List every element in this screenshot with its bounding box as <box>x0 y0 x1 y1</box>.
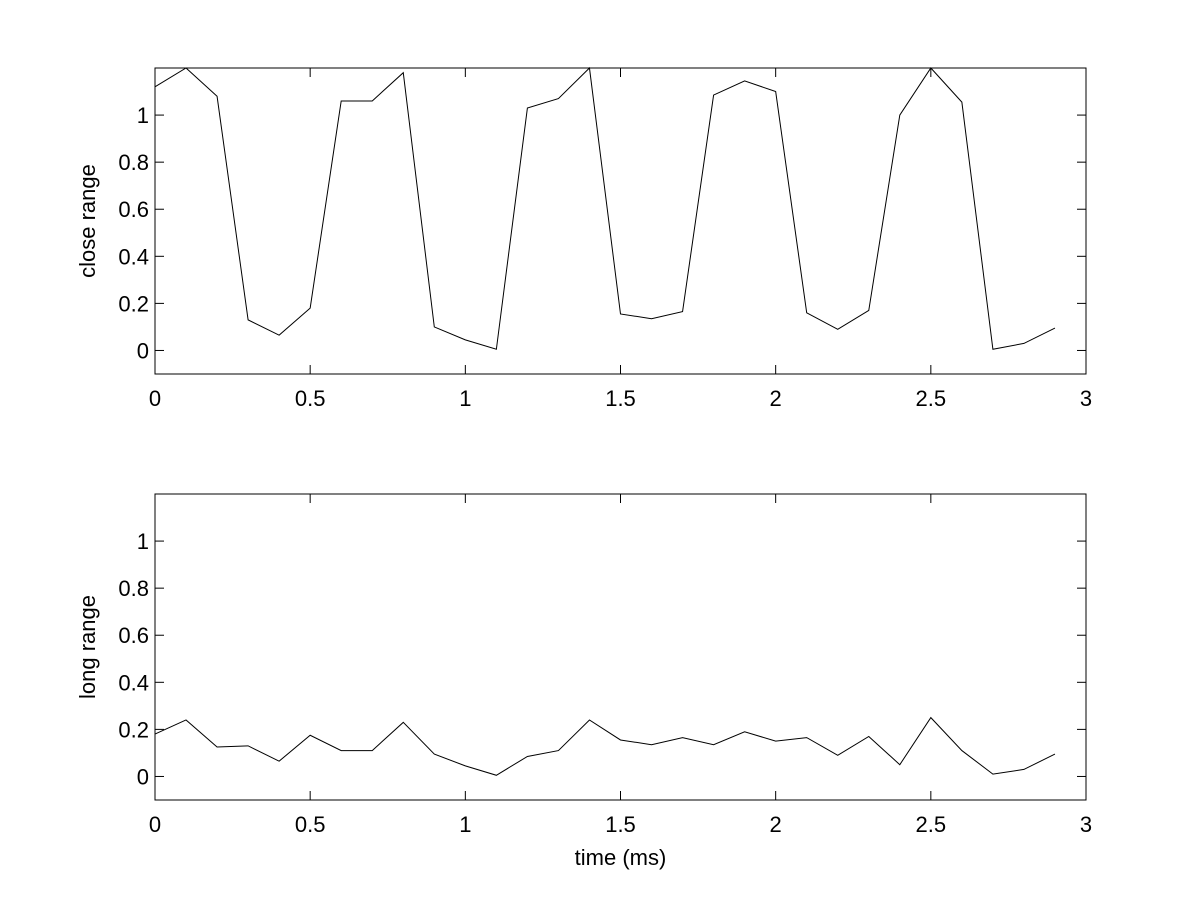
axes-frame <box>154 493 1087 801</box>
y-axis-label: long range <box>75 595 100 699</box>
y-tick-label: 0.8 <box>118 576 149 601</box>
axes-frame <box>154 67 1087 375</box>
x-tick-label: 3 <box>1080 386 1092 411</box>
axes-background <box>155 494 1086 800</box>
x-tick-label: 1 <box>459 812 471 837</box>
x-tick-label: 2.5 <box>916 386 947 411</box>
x-axis-label: time (ms) <box>575 845 667 870</box>
y-tick-label: 0.2 <box>118 291 149 316</box>
y-tick-label: 0.6 <box>118 197 149 222</box>
x-tick-label: 3 <box>1080 812 1092 837</box>
y-tick-label: 1 <box>137 103 149 128</box>
y-tick-label: 0.6 <box>118 623 149 648</box>
x-tick-label: 0.5 <box>295 812 326 837</box>
y-tick-label: 0.2 <box>118 717 149 742</box>
data-line <box>154 716 1056 776</box>
x-tick-label: 2.5 <box>916 812 947 837</box>
y-tick-label: 1 <box>137 529 149 554</box>
data-line <box>154 66 1056 350</box>
x-tick-label: 0 <box>149 812 161 837</box>
x-tick-label: 1.5 <box>605 386 636 411</box>
y-tick-label: 0.4 <box>118 244 149 269</box>
x-tick-label: 1 <box>459 386 471 411</box>
x-tick-label: 2 <box>770 386 782 411</box>
axes-background <box>155 68 1086 374</box>
x-tick-label: 2 <box>770 812 782 837</box>
y-tick-label: 0 <box>137 338 149 363</box>
y-tick-label: 0.4 <box>118 670 149 695</box>
y-axis-label: close range <box>75 164 100 278</box>
y-tick-label: 0 <box>137 764 149 789</box>
y-tick-label: 0.8 <box>118 150 149 175</box>
x-tick-label: 0 <box>149 386 161 411</box>
x-tick-label: 0.5 <box>295 386 326 411</box>
x-tick-label: 1.5 <box>605 812 636 837</box>
